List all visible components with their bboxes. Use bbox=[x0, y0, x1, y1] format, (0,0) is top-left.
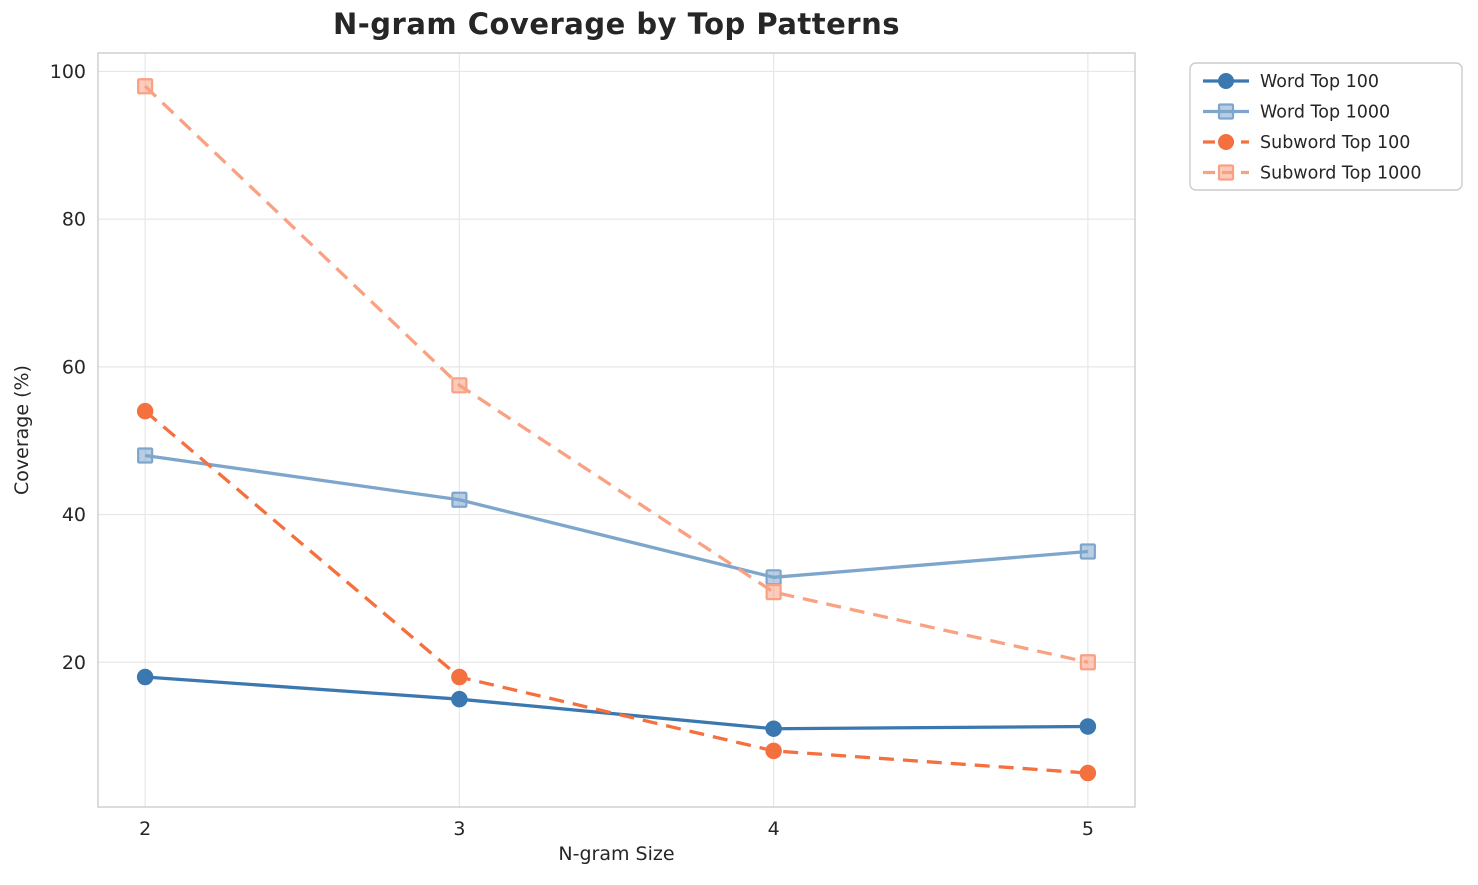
x-tick-label: 4 bbox=[768, 818, 780, 840]
legend-item-word-top-1000: Word Top 1000 bbox=[1203, 103, 1390, 123]
plot-border bbox=[97, 52, 1136, 808]
legend-marker-sample bbox=[1217, 103, 1235, 120]
legend-label: Subword Top 100 bbox=[1260, 133, 1410, 153]
marker-word-top-100 bbox=[1079, 718, 1097, 735]
legend-marker-sample bbox=[1218, 73, 1234, 89]
marker-subword-top-100 bbox=[136, 402, 154, 420]
marker-subword-top-1000 bbox=[451, 377, 468, 394]
marker-subword-top-1000 bbox=[137, 78, 154, 95]
series-line-word-top-1000 bbox=[144, 453, 1088, 579]
series-line-subword-top-1000 bbox=[143, 85, 1089, 664]
marker-subword-top-100 bbox=[451, 668, 468, 686]
legend-label: Subword Top 1000 bbox=[1260, 164, 1422, 184]
legend-item-subword-top-100: Subword Top 100 bbox=[1203, 133, 1410, 153]
x-tick-label: 2 bbox=[139, 818, 151, 840]
chart-title: N-gram Coverage by Top Patterns bbox=[332, 7, 901, 41]
marker-word-top-1000 bbox=[765, 569, 782, 586]
legend-marker-sample bbox=[1217, 164, 1235, 181]
x-tick-label: 3 bbox=[453, 818, 465, 840]
marker-subword-top-1000 bbox=[765, 583, 782, 601]
legend-marker-sample bbox=[1218, 134, 1234, 150]
marker-word-top-100 bbox=[451, 690, 468, 708]
legend-label: Word Top 100 bbox=[1260, 72, 1379, 92]
x-axis-label: N-gram Size bbox=[558, 843, 675, 865]
series-line-word-top-100 bbox=[145, 675, 1088, 731]
y-tick-label: 20 bbox=[62, 652, 86, 674]
legend-label: Word Top 1000 bbox=[1260, 103, 1390, 123]
marker-word-top-1000 bbox=[1079, 543, 1096, 560]
x-tick-label: 5 bbox=[1082, 818, 1094, 840]
marker-subword-top-100 bbox=[1079, 764, 1097, 782]
y-tick-label: 80 bbox=[62, 209, 86, 231]
marker-word-top-100 bbox=[765, 720, 782, 737]
marker-word-top-100 bbox=[136, 668, 154, 686]
legend-item-subword-top-1000: Subword Top 1000 bbox=[1203, 164, 1422, 184]
marker-subword-top-1000 bbox=[1079, 654, 1096, 671]
legend-item-word-top-100: Word Top 100 bbox=[1203, 72, 1379, 92]
y-axis-label: Coverage (%) bbox=[11, 365, 33, 495]
y-tick-label: 100 bbox=[50, 61, 86, 83]
marker-subword-top-100 bbox=[765, 742, 782, 760]
y-tick-label: 60 bbox=[62, 356, 86, 378]
marker-word-top-1000 bbox=[137, 447, 154, 464]
legend-box bbox=[1189, 62, 1463, 191]
marker-word-top-1000 bbox=[451, 491, 468, 508]
y-tick-label: 40 bbox=[62, 504, 86, 526]
series-line-subword-top-100 bbox=[144, 409, 1088, 775]
